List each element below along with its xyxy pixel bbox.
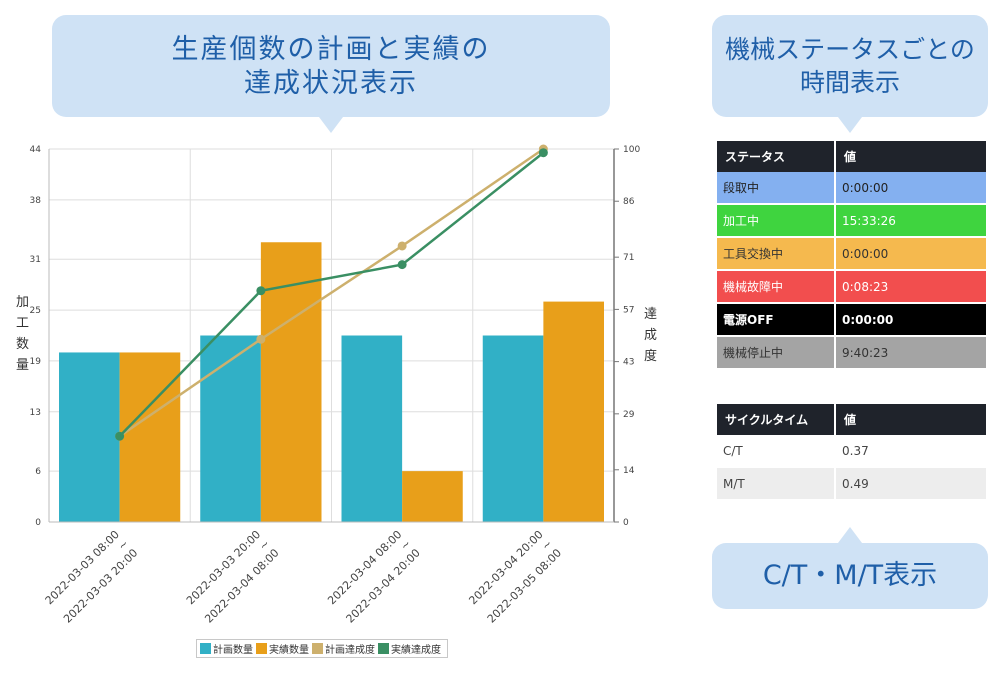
legend-item: 計画達成度 [312,641,375,656]
legend-swatch [312,643,323,654]
status-callout-line2: 時間表示 [799,68,900,97]
status-row: 加工中 15:33:26 [717,204,988,238]
bar-planned [59,352,120,522]
y2-tick-label: 71 [623,253,634,263]
status-label: 工具交換中 [717,237,836,271]
x-tick-label: 2022-03-04 08:00~2022-03-04 20:00 [325,528,423,626]
status-value: 15:33:26 [835,204,988,238]
line-point [115,431,125,441]
status-row: 機械停止中 9:40:23 [717,336,988,370]
series-line-planned-rate [118,147,545,438]
cycle-time-value: 0.49 [835,467,988,501]
cycle-time-row: M/T 0.49 [717,467,988,501]
y2-tick-label: 100 [623,145,640,155]
cycle-time-label: M/T [717,467,836,501]
line-point [397,260,407,270]
legend-item: 実績達成度 [378,641,441,656]
legend-swatch [378,643,389,654]
line-point [397,241,407,251]
bar-planned [341,335,403,522]
legend-item: 計画数量 [200,641,253,656]
status-header-value: 値 [835,141,988,172]
status-value: 9:40:23 [835,336,988,370]
y-tick-label: 6 [35,467,41,477]
cycle-header-value: 値 [835,404,988,435]
y-tick-label: 31 [30,255,41,265]
status-label: 機械停止中 [717,336,836,370]
legend-label: 計画数量 [213,645,253,656]
production-callout: 生産個数の計画と実績の 達成状況表示 [52,15,610,133]
bar-planned [482,335,544,522]
ctmt-callout-text: C/T・M/T表示 [762,560,938,591]
x-tick-label: 2022-03-04 20:00~2022-03-05 08:00 [466,528,564,626]
y2-tick-label: 14 [623,466,635,476]
y-tick-label: 25 [30,306,41,316]
y-axis-title: 加工数量 [16,295,29,373]
ctmt-callout: C/T・M/T表示 [712,527,988,609]
x-tick-label: 2022-03-03 08:00~2022-03-03 20:00 [43,528,141,626]
production-callout-line2: 達成状況表示 [244,68,418,99]
series-line-actual-rate [118,151,545,438]
status-label: 電源OFF [717,303,836,337]
chart-legend: 計画数量 実績数量 計画達成度 実績達成度 [196,639,448,658]
status-callout: 機械ステータスごとの 時間表示 [712,15,988,133]
y2-axis-title: 達成度 [644,307,657,364]
bar-planned [200,335,261,522]
bar-actual [543,301,604,522]
cycle-table-header: サイクルタイム 値 [717,404,988,435]
production-chart: 0 6 13 19 25 31 38 44 0 14 29 43 57 71 86 100 2022-03-03… [16,144,657,626]
status-value: 0:00:00 [835,237,988,271]
y-tick-label: 44 [30,145,42,155]
line-point [256,334,266,344]
y2-tick-label: 29 [623,410,635,420]
status-value: 0:08:23 [835,270,988,304]
line-point [256,286,266,296]
line-point [538,148,548,158]
cycle-time-table: サイクルタイム 値 C/T 0.37 M/T 0.49 [717,404,988,501]
status-value: 0:00:00 [835,303,988,337]
status-label: 加工中 [717,204,836,238]
status-callout-line1: 機械ステータスごとの [725,35,975,64]
status-row: 電源OFF 0:00:00 [717,303,988,337]
status-value: 0:00:00 [835,172,988,205]
legend-label: 計画達成度 [325,645,375,656]
bar-actual [119,352,181,522]
y-tick-label: 38 [30,196,42,206]
callout-tail [838,117,862,133]
status-row: 機械故障中 0:08:23 [717,270,988,304]
y-tick-label: 13 [30,408,41,418]
cycle-time-row: C/T 0.37 [717,435,988,468]
callout-tail [838,527,862,543]
chart-lines [115,144,548,441]
x-tick-label: 2022-03-03 20:00~2022-03-04 08:00 [184,528,282,626]
legend-swatch [256,643,267,654]
legend-label: 実績数量 [269,645,309,656]
status-label: 段取中 [717,172,836,205]
status-table: ステータス 値 段取中 0:00:00 加工中 15:33:26 工具交換中 0:00:0… [717,141,988,370]
cycle-time-label: C/T [717,435,836,468]
y2-tick-label: 57 [623,305,634,315]
callout-tail [319,117,343,133]
cycle-header-label: サイクルタイム [717,404,836,435]
status-table-header: ステータス 値 [717,141,988,172]
legend-label: 実績達成度 [391,645,441,656]
legend-swatch [200,643,211,654]
status-row: 工具交換中 0:00:00 [717,237,988,271]
y2-tick-label: 0 [623,518,629,528]
cycle-time-value: 0.37 [835,435,988,468]
status-row: 段取中 0:00:00 [717,172,988,205]
y2-tick-label: 86 [623,197,635,207]
y-tick-label: 0 [35,518,41,528]
y2-tick-label: 43 [623,358,634,368]
status-label: 機械故障中 [717,270,836,304]
y-tick-label: 19 [30,357,42,367]
bar-actual [402,471,463,522]
production-callout-line1: 生産個数の計画と実績の [171,34,491,65]
status-header-label: ステータス [717,141,836,172]
legend-item: 実績数量 [256,641,309,656]
